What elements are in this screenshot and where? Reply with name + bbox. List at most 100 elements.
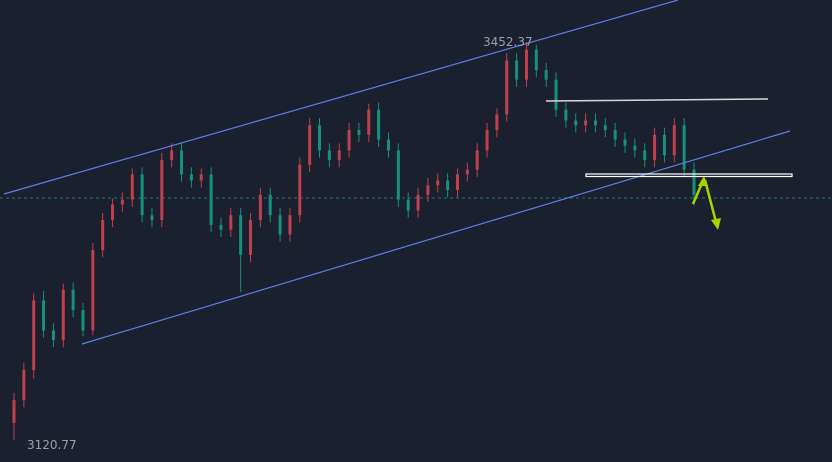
candle[interactable] [308, 118, 312, 173]
candle[interactable] [130, 168, 134, 207]
candle[interactable] [574, 113, 578, 133]
candle[interactable] [288, 208, 292, 242]
candle[interactable] [337, 143, 341, 168]
candle-body [120, 199, 124, 205]
candle[interactable] [219, 217, 223, 237]
candle[interactable] [120, 192, 124, 212]
candle[interactable] [396, 143, 400, 207]
candle-body [337, 150, 341, 161]
candle[interactable] [111, 198, 115, 228]
candle-body [475, 150, 479, 170]
candle[interactable] [406, 192, 410, 218]
candle[interactable] [357, 122, 361, 143]
candle[interactable] [61, 283, 65, 348]
candle[interactable] [91, 242, 95, 336]
candle[interactable] [367, 103, 371, 143]
candle[interactable] [51, 323, 55, 348]
candle[interactable] [140, 167, 144, 223]
candle-body [613, 130, 617, 140]
candle[interactable] [81, 302, 85, 337]
candle[interactable] [534, 44, 538, 78]
candle[interactable] [22, 362, 26, 408]
candle[interactable] [160, 152, 164, 228]
candle[interactable] [653, 127, 657, 168]
candle[interactable] [485, 122, 489, 158]
candle[interactable] [249, 212, 253, 263]
candle[interactable] [318, 118, 322, 158]
candle-body [81, 310, 85, 331]
candle[interactable] [347, 122, 351, 158]
candle[interactable] [613, 122, 617, 147]
candle[interactable] [643, 143, 647, 168]
candle[interactable] [180, 143, 184, 182]
candle[interactable] [32, 293, 36, 379]
candle[interactable] [229, 208, 233, 237]
candle-body [22, 370, 26, 401]
candle[interactable] [515, 53, 519, 87]
candle-body [515, 60, 519, 80]
candle[interactable] [71, 282, 75, 318]
candle-body [180, 150, 184, 175]
candle[interactable] [150, 208, 154, 228]
candle[interactable] [564, 102, 568, 128]
candle[interactable] [327, 143, 331, 168]
candle[interactable] [465, 162, 469, 182]
candle[interactable] [268, 187, 272, 223]
candle[interactable] [199, 168, 203, 188]
candle-body [653, 134, 657, 161]
candle[interactable] [386, 132, 390, 158]
candle[interactable] [495, 108, 499, 138]
candle[interactable] [603, 118, 607, 138]
candle[interactable] [170, 143, 174, 168]
candle[interactable] [377, 102, 381, 147]
candle[interactable] [633, 138, 637, 158]
candle-body [584, 120, 588, 126]
candle-body [12, 400, 16, 423]
candle[interactable] [475, 143, 479, 177]
candle-body [505, 60, 509, 115]
candle-body [278, 215, 282, 235]
candle-body [465, 169, 469, 175]
candle-body [91, 250, 95, 331]
candle[interactable] [524, 42, 528, 87]
forecast-arrows[interactable] [691, 176, 721, 230]
candle[interactable] [209, 167, 213, 233]
candle[interactable] [455, 168, 459, 198]
candle[interactable] [672, 118, 676, 163]
candle[interactable] [101, 212, 105, 258]
candle-body [308, 125, 312, 165]
candle[interactable] [554, 72, 558, 117]
candle[interactable] [692, 162, 696, 206]
candle[interactable] [278, 208, 282, 242]
candle[interactable] [436, 173, 440, 193]
candle[interactable] [426, 178, 430, 203]
candle[interactable] [662, 127, 666, 163]
candle[interactable] [682, 118, 686, 177]
candle[interactable] [505, 53, 509, 122]
candle-body [485, 130, 489, 151]
support-zone[interactable] [585, 173, 793, 178]
channel-lower-line[interactable] [81, 130, 791, 345]
candle[interactable] [416, 187, 420, 218]
channel-upper-line[interactable] [3, 0, 679, 195]
candle[interactable] [584, 113, 588, 133]
candle-body [544, 70, 548, 80]
candle-body [170, 150, 174, 161]
candle[interactable] [623, 132, 627, 153]
candle-body [288, 215, 292, 235]
candle[interactable] [298, 157, 302, 223]
candle-body [524, 49, 528, 80]
candle[interactable] [12, 392, 16, 440]
candle[interactable] [544, 62, 548, 87]
candle[interactable] [189, 167, 193, 188]
candle-body [386, 139, 390, 151]
candle[interactable] [42, 290, 46, 338]
candle-body [209, 174, 213, 225]
candle[interactable] [239, 208, 243, 293]
candle[interactable] [258, 187, 262, 228]
candle[interactable] [446, 173, 450, 198]
resistance-line[interactable] [545, 98, 769, 102]
candle[interactable] [593, 113, 597, 133]
